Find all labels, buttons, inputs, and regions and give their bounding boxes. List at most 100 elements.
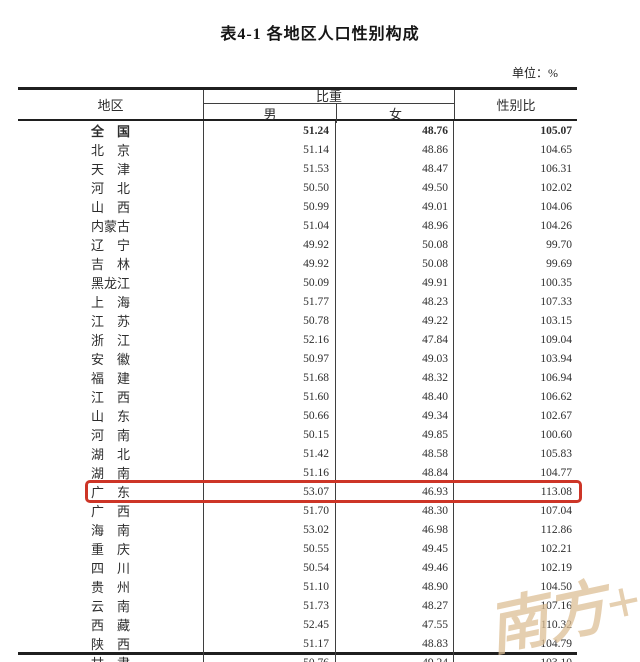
region-cell: 甘 肃 — [18, 653, 204, 662]
female-cell: 49.22 — [336, 311, 454, 330]
region-cell: 云 南 — [18, 596, 204, 615]
unit-label: 单位：% — [512, 66, 558, 80]
sex-ratio-cell: 103.94 — [540, 352, 572, 365]
table-row: 福 建 51.68 48.32 106.94 — [18, 368, 577, 387]
table-row: 广 西 51.70 48.30 107.04 — [18, 501, 577, 520]
table-row: 重 庆 50.55 49.45 102.21 — [18, 539, 577, 558]
male-cell: 51.14 — [204, 140, 336, 159]
sex-ratio-cell: 102.21 — [540, 542, 572, 555]
male-cell: 53.02 — [204, 520, 336, 539]
table-row: 黑龙江 50.09 49.91 100.35 — [18, 273, 577, 292]
sex-ratio-cell: 106.62 — [540, 390, 572, 403]
region-cell: 广 西 — [18, 501, 204, 520]
table-row: 内蒙古 51.04 48.96 104.26 — [18, 216, 577, 235]
table-title: 表4-1 各地区人口性别构成 — [220, 26, 420, 43]
header-proportion-group: 比重 男 女 — [204, 90, 455, 123]
male-cell: 51.60 — [204, 387, 336, 406]
female-cell: 48.40 — [336, 387, 454, 406]
region-cell: 广 东 — [18, 482, 204, 501]
male-cell: 53.07 — [204, 482, 336, 501]
table-row: 甘 肃 50.76 49.24 103.10 — [18, 653, 577, 662]
sex-ratio-cell: 103.15 — [540, 314, 572, 327]
male-cell: 52.16 — [204, 330, 336, 349]
table-row: 江 西 51.60 48.40 106.62 — [18, 387, 577, 406]
sex-ratio-cell: 104.77 — [540, 466, 572, 479]
female-cell: 48.30 — [336, 501, 454, 520]
male-cell: 51.04 — [204, 216, 336, 235]
table-row: 江 苏 50.78 49.22 103.15 — [18, 311, 577, 330]
header-female: 女 — [388, 107, 402, 122]
region-cell: 湖 南 — [18, 463, 204, 482]
sex-ratio-cell: 105.83 — [540, 447, 572, 460]
region-cell: 吉 林 — [18, 254, 204, 273]
table-row: 山 西 50.99 49.01 104.06 — [18, 197, 577, 216]
female-cell: 50.08 — [336, 235, 454, 254]
male-cell: 50.78 — [204, 311, 336, 330]
table-row: 山 东 50.66 49.34 102.67 — [18, 406, 577, 425]
region-cell: 上 海 — [18, 292, 204, 311]
male-cell: 50.50 — [204, 178, 336, 197]
table-row: 四 川 50.54 49.46 102.19 — [18, 558, 577, 577]
sex-ratio-cell: 102.02 — [540, 181, 572, 194]
female-cell: 48.23 — [336, 292, 454, 311]
sex-ratio-cell: 102.19 — [540, 561, 572, 574]
sex-ratio-cell: 99.69 — [546, 257, 572, 270]
male-cell: 51.68 — [204, 368, 336, 387]
female-cell: 48.84 — [336, 463, 454, 482]
female-cell: 49.46 — [336, 558, 454, 577]
male-cell: 51.70 — [204, 501, 336, 520]
table-row: 湖 南 51.16 48.84 104.77 — [18, 463, 577, 482]
region-cell: 河 北 — [18, 178, 204, 197]
male-cell: 50.55 — [204, 539, 336, 558]
sex-ratio-cell: 104.06 — [540, 200, 572, 213]
sex-ratio-cell: 110.32 — [540, 618, 572, 631]
female-cell: 49.24 — [336, 653, 454, 662]
table-row: 湖 北 51.42 48.58 105.83 — [18, 444, 577, 463]
header-male: 男 — [204, 104, 337, 123]
region-cell: 湖 北 — [18, 444, 204, 463]
male-cell: 51.24 — [204, 121, 336, 140]
table-row: 贵 州 51.10 48.90 104.50 — [18, 577, 577, 596]
sex-ratio-cell: 103.10 — [454, 653, 577, 662]
table-row: 全 国 51.24 48.76 105.07 — [18, 121, 577, 140]
table-row: 辽 宁 49.92 50.08 99.70 — [18, 235, 577, 254]
table-row: 安 徽 50.97 49.03 103.94 — [18, 349, 577, 368]
male-cell: 50.66 — [204, 406, 336, 425]
male-cell: 52.45 — [204, 615, 336, 634]
male-cell: 51.10 — [204, 577, 336, 596]
region-cell: 江 苏 — [18, 311, 204, 330]
sex-ratio-cell: 113.08 — [540, 485, 572, 498]
male-cell: 51.53 — [204, 159, 336, 178]
female-cell: 48.90 — [336, 577, 454, 596]
header-male-female-row: 男 女 — [204, 104, 454, 123]
female-cell: 49.03 — [336, 349, 454, 368]
female-cell: 49.91 — [336, 273, 454, 292]
female-cell: 47.84 — [336, 330, 454, 349]
table-body: 全 国 51.24 48.76 105.07 北 京 51.14 48.86 1… — [18, 121, 582, 662]
male-cell: 50.09 — [204, 273, 336, 292]
female-cell: 48.96 — [336, 216, 454, 235]
male-cell: 50.97 — [204, 349, 336, 368]
sex-ratio-cell: 107.33 — [540, 295, 572, 308]
region-cell: 贵 州 — [18, 577, 204, 596]
sex-ratio-cell: 100.35 — [540, 276, 572, 289]
region-cell: 浙 江 — [18, 330, 204, 349]
female-cell: 49.85 — [336, 425, 454, 444]
female-cell: 48.83 — [336, 634, 454, 653]
table-row: 海 南 53.02 46.98 112.86 — [18, 520, 577, 539]
region-cell: 黑龙江 — [18, 273, 204, 292]
region-cell: 安 徽 — [18, 349, 204, 368]
male-cell: 49.92 — [204, 254, 336, 273]
sex-ratio-cell: 100.60 — [540, 428, 572, 441]
region-cell: 陕 西 — [18, 634, 204, 653]
region-cell: 天 津 — [18, 159, 204, 178]
sex-ratio-cell: 105.07 — [540, 124, 572, 137]
female-cell: 48.76 — [336, 121, 454, 140]
table-row: 上 海 51.77 48.23 107.33 — [18, 292, 577, 311]
female-cell: 49.01 — [336, 197, 454, 216]
male-cell: 50.15 — [204, 425, 336, 444]
sex-ratio-cell: 99.70 — [546, 238, 572, 251]
female-cell: 46.93 — [336, 482, 454, 501]
header-region: 地区 — [18, 90, 204, 119]
